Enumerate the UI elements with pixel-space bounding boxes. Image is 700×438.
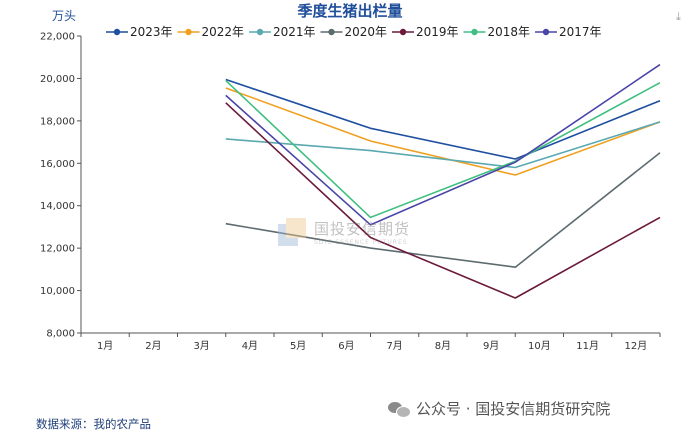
- series-line-2018年: [225, 80, 661, 219]
- y-tick-label: 18,000: [40, 116, 75, 127]
- legend-item: 2023年: [106, 25, 173, 39]
- y-tick-label: 16,000: [40, 159, 75, 170]
- legend-label: 2017年: [559, 25, 602, 39]
- series-lines: [225, 63, 661, 299]
- download-icon[interactable]: ⤓: [676, 10, 681, 23]
- legend-marker: [471, 28, 478, 36]
- legend-label: 2021年: [273, 25, 316, 39]
- series-line-2023年: [225, 78, 661, 160]
- legend-label: 2023年: [130, 25, 173, 39]
- x-tick-label: 4月: [242, 340, 258, 352]
- series-line-2021年: [225, 121, 661, 169]
- y-tick-label: 20,000: [40, 74, 75, 85]
- center-watermark: 国投安信期货 SDIC ESSENCE FUTURES: [278, 218, 410, 246]
- legend-marker: [185, 28, 192, 36]
- x-tick-label: 5月: [290, 340, 306, 352]
- x-tick-label: 10月: [528, 340, 551, 352]
- x-tick-label: 3月: [193, 340, 209, 352]
- legend-marker: [256, 28, 264, 36]
- x-tick-label: 12月: [625, 340, 648, 352]
- series-line-2017年: [225, 63, 661, 226]
- x-tick-label: 1月: [97, 340, 113, 352]
- x-tick-label: 7月: [386, 340, 402, 352]
- axes: 8,000 10,000 12,000 14,000 16,000 18,000 20,00…: [40, 32, 661, 352]
- legend-label: 2019年: [416, 25, 459, 39]
- y-tick-label: 12,000: [40, 244, 75, 255]
- legend-marker: [113, 28, 121, 36]
- legend-item: 2022年: [177, 25, 245, 39]
- legend-marker: [542, 28, 550, 36]
- series-line-2020年: [225, 152, 661, 269]
- series-line-2022年: [225, 87, 661, 176]
- x-tick-label: 2月: [145, 340, 161, 352]
- legend-item: 2021年: [249, 25, 316, 39]
- y-tick-label: 22,000: [40, 32, 75, 43]
- x-tick-label: 11月: [576, 340, 599, 352]
- x-tick-label: 9月: [483, 340, 499, 352]
- legend-label: 2020年: [345, 25, 388, 39]
- y-tick-label: 8,000: [46, 329, 75, 340]
- brand-logo-icon: [278, 218, 306, 246]
- legend: 2023年 2022年 2021年 2020年 2019年 2018年 2017年: [106, 25, 602, 39]
- legend-label: 2022年: [202, 25, 245, 39]
- legend-label: 2018年: [488, 25, 531, 39]
- wechat-brand: 公众号 · 国投安信期货研究院: [388, 398, 610, 419]
- legend-item: 2019年: [392, 25, 459, 39]
- legend-marker: [399, 28, 407, 36]
- y-tick-label: 14,000: [40, 201, 75, 212]
- legend-marker: [328, 28, 335, 36]
- wechat-icon: [388, 400, 411, 418]
- legend-item: 2020年: [320, 25, 388, 39]
- series-line-2019年: [225, 102, 661, 299]
- y-tick-label: 10,000: [40, 286, 75, 297]
- legend-item: 2017年: [535, 25, 602, 39]
- watermark-en: SDIC ESSENCE FUTURES: [314, 239, 408, 246]
- chart-title: 季度生猪出栏量: [297, 2, 402, 20]
- x-tick-label: 6月: [338, 340, 354, 352]
- data-source: 数据来源：我的农产品: [36, 417, 151, 431]
- wechat-brand-text: 公众号 · 国投安信期货研究院: [416, 400, 611, 418]
- legend-item: 2018年: [463, 25, 531, 39]
- watermark-cn: 国投安信期货: [314, 220, 411, 238]
- x-tick-label: 8月: [435, 340, 451, 352]
- y-axis-unit: 万头: [52, 9, 76, 23]
